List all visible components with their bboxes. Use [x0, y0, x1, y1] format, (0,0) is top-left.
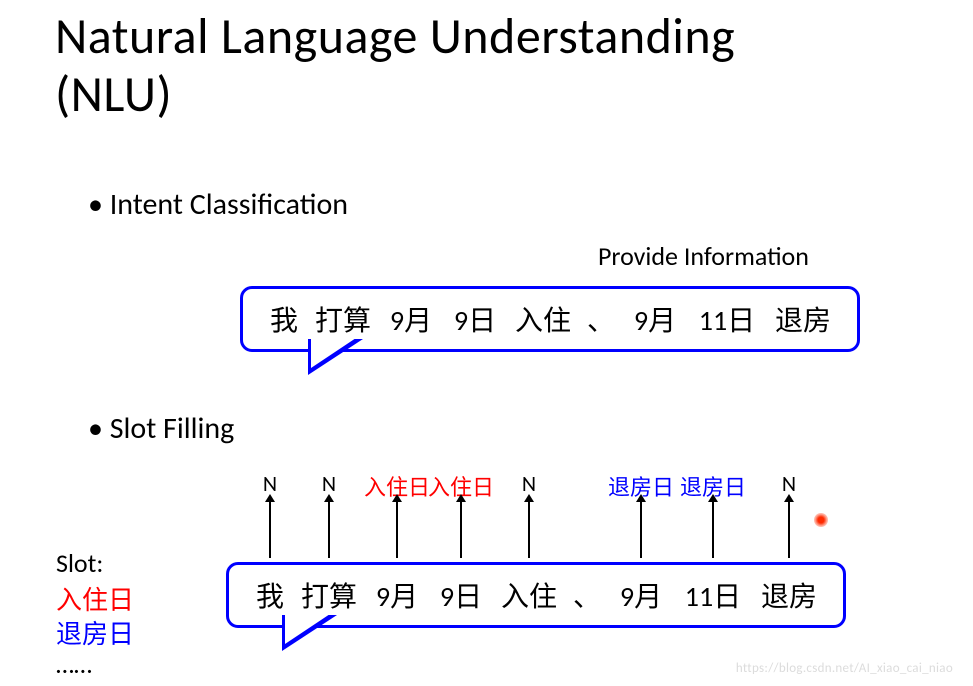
title-line1: Natural Language Understanding	[55, 6, 735, 67]
arrow-icon	[396, 500, 398, 558]
bullet-intent: Intent Classification	[88, 186, 348, 223]
token: 9月	[379, 299, 443, 339]
title-line2: (NLU)	[55, 64, 172, 125]
arrow-icon	[640, 500, 642, 558]
speech-tail-fill-icon	[311, 336, 359, 368]
token: 9月	[365, 575, 429, 615]
token: 9日	[443, 299, 507, 339]
token: 退房	[767, 299, 839, 339]
watermark: https://blog.csdn.net/AI_xiao_cai_niao	[736, 661, 953, 676]
arrow-icon	[460, 500, 462, 558]
slot-tag: 入住日	[364, 470, 430, 496]
arrow-icon	[528, 500, 530, 558]
token: 打算	[293, 575, 365, 615]
slot-tag: N	[782, 470, 796, 496]
token: 我	[261, 299, 307, 339]
intent-classification-label: Provide Information	[598, 240, 809, 272]
slot-tag: N	[522, 470, 536, 496]
bullet-slot-text: Slot Filling	[110, 410, 235, 447]
token: 9月	[609, 575, 673, 615]
token: 退房	[753, 575, 825, 615]
slot-tag: N	[322, 470, 336, 496]
token: 11日	[687, 299, 767, 339]
slot-diagram: N N 入住日入住日 N 退房日退房日 N	[226, 470, 825, 566]
token: 我	[247, 575, 293, 615]
slot-tag: 入住日	[428, 470, 494, 496]
speech-bubble-slot: 我打算9月9日入住、9月11日退房	[226, 562, 846, 628]
token: 9月	[623, 299, 687, 339]
slot-column: 入住日	[365, 470, 429, 566]
bullet-intent-text: Intent Classification	[110, 186, 348, 223]
speech-bubble-intent: 我打算9月9日入住、9月11日退房	[240, 286, 860, 352]
speech-tail2-fill-icon	[285, 612, 333, 644]
token: 、	[565, 575, 609, 615]
token: 9日	[429, 575, 493, 615]
slot-tag: N	[263, 470, 277, 496]
laser-pointer-icon	[814, 513, 828, 527]
token: 打算	[307, 299, 379, 339]
token: 11日	[673, 575, 753, 615]
slot-legend-item: 入住日	[56, 580, 134, 617]
slot-column	[565, 470, 609, 566]
slot-column: 退房日	[673, 470, 753, 566]
slot-column: N	[247, 470, 293, 566]
arrow-icon	[712, 500, 714, 558]
token: 入住	[507, 299, 579, 339]
token: 入住	[493, 575, 565, 615]
slot-column: N	[293, 470, 365, 566]
token: 、	[579, 299, 623, 339]
slot-column: 退房日	[609, 470, 673, 566]
arrow-icon	[788, 500, 790, 558]
slide-title: Natural Language Understanding (NLU)	[55, 8, 735, 123]
slot-column: N	[493, 470, 565, 566]
slot-legend-item: 退房日	[56, 614, 134, 651]
arrow-icon	[269, 500, 271, 558]
slot-legend-title: Slot:	[56, 547, 103, 579]
slot-column: 入住日	[429, 470, 493, 566]
slot-legend-more: ……	[56, 648, 92, 680]
arrow-icon	[328, 500, 330, 558]
slot-tag: 退房日	[608, 470, 674, 496]
bullet-slot: Slot Filling	[88, 410, 234, 447]
slot-tag: 退房日	[680, 470, 746, 496]
